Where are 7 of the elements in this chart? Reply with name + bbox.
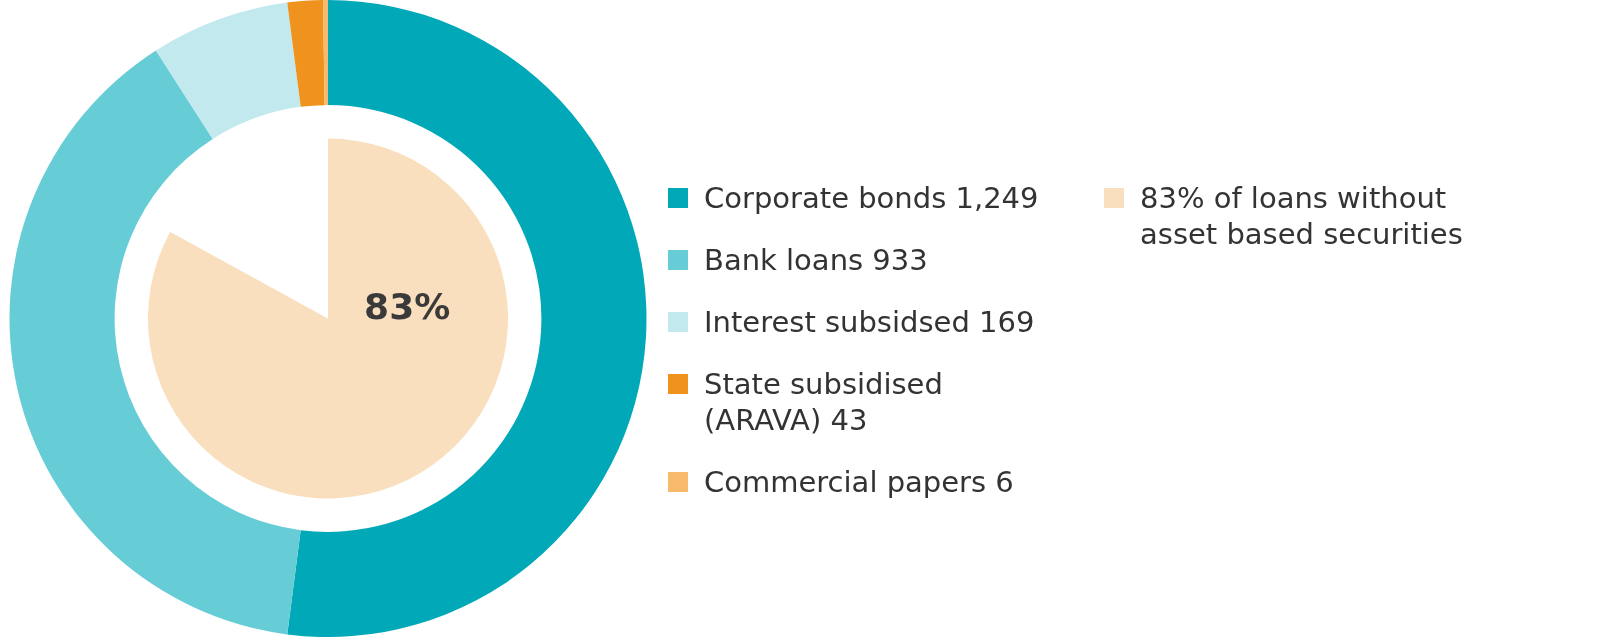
legend-label: Interest subsidsed 169 — [704, 304, 1035, 340]
legend-label: 83% of loans without asset based securities — [1140, 180, 1464, 252]
legend-label: Bank loans 933 — [704, 242, 928, 278]
legend-label: State subsidised (ARAVA) 43 — [704, 366, 944, 438]
data-label: 83% — [364, 285, 451, 327]
legend-label: Corporate bonds 1,249 — [704, 180, 1039, 216]
legend-label: Commercial papers 6 — [704, 464, 1014, 500]
